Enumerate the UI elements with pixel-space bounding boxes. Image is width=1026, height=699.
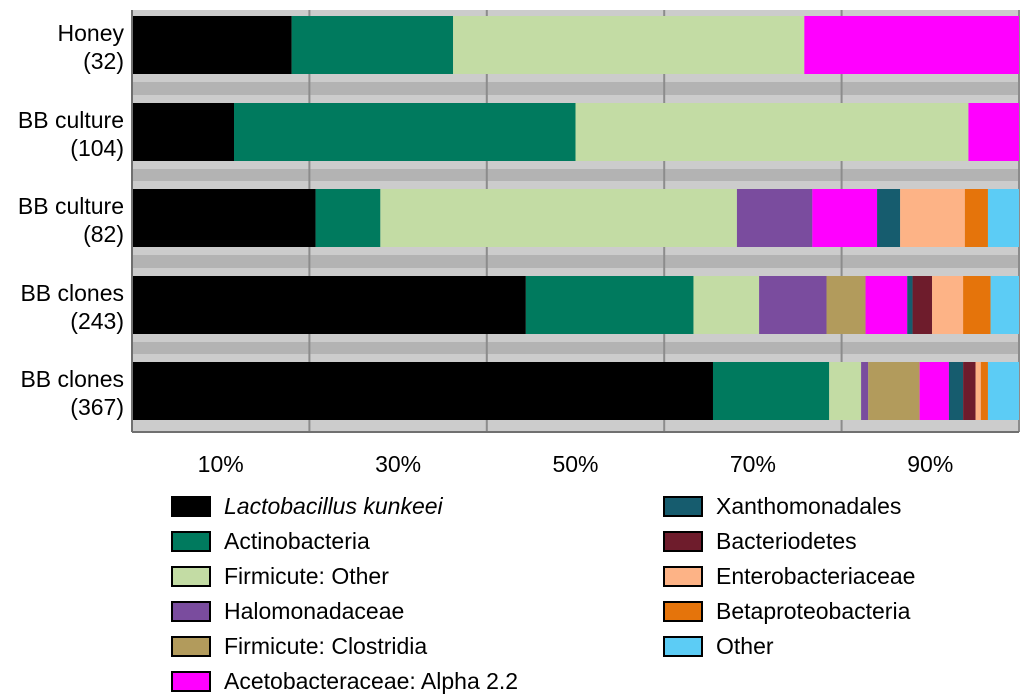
bar-segment [987, 362, 1019, 420]
bar-segment [964, 189, 988, 247]
row-separator-band [132, 169, 1019, 181]
row-separator-band [132, 342, 1019, 354]
x-tick-label: 30% [375, 451, 421, 477]
bar-segment [132, 276, 526, 334]
legend-swatch [171, 496, 211, 517]
bar-segment [865, 276, 908, 334]
bar-segment [932, 276, 964, 334]
row-separator-band [132, 82, 1019, 95]
legend-swatch [663, 636, 703, 657]
legend-swatch [663, 566, 703, 587]
legend-entry-label: Enterobacteriaceae [716, 563, 915, 589]
x-tick-label: 10% [198, 451, 244, 477]
legend-swatch [663, 496, 703, 517]
bar-segment [575, 103, 969, 161]
category-label: BB culture [18, 107, 124, 133]
category-count-label: (243) [70, 308, 124, 334]
bar-segment [380, 189, 737, 247]
bar-segment [132, 103, 235, 161]
legend-swatch [663, 601, 703, 622]
legend-swatch [171, 671, 211, 692]
bar-segment [987, 189, 1019, 247]
bar-segment [234, 103, 576, 161]
bar-segment [948, 362, 964, 420]
plot-area: Honey(32)BB culture(104)BB culture(82)BB… [18, 10, 1020, 477]
category-label: BB culture [18, 193, 124, 219]
category-label: BB clones [20, 366, 124, 392]
bar-segment [980, 362, 988, 420]
bar-segment [132, 189, 316, 247]
category-label: Honey [58, 20, 125, 46]
bar-segment [453, 16, 805, 74]
category-label: BB clones [20, 280, 124, 306]
legend-entry-label: Xanthomonadales [716, 493, 901, 519]
bar-segment [968, 103, 1019, 161]
bar-segment [736, 189, 813, 247]
legend-swatch [171, 531, 211, 552]
bar-segment [975, 362, 981, 420]
row-separator-band [132, 255, 1019, 268]
bar-segment [804, 16, 1019, 74]
bar-segment [315, 189, 381, 247]
category-count-label: (367) [70, 394, 124, 420]
legend-entry-label: Acetobacteraceae: Alpha 2.2 [224, 668, 518, 694]
bar-segment [693, 276, 760, 334]
legend-entry-label: Other [716, 633, 774, 659]
bar-segment [829, 362, 862, 420]
legend-swatch [171, 601, 211, 622]
legend-swatch [663, 531, 703, 552]
legend-entry-label: Bacteriodetes [716, 528, 857, 554]
bar-segment [912, 276, 933, 334]
bar-segment [868, 362, 920, 420]
bar-segment [919, 362, 949, 420]
x-tick-label: 50% [552, 451, 598, 477]
bar-segment [291, 16, 454, 74]
bar-segment [990, 276, 1019, 334]
bar-segment [712, 362, 830, 420]
bar-segment [877, 189, 901, 247]
legend-entry-label: Firmicute: Clostridia [224, 633, 427, 659]
bar-segment [907, 276, 913, 334]
legend: Lactobacillus kunkeei Actinobacteria Firmi… [171, 493, 915, 694]
legend-entry-label: Halomonadaceae [224, 598, 404, 624]
legend-entry-label: Actinobacteria [224, 528, 370, 554]
bar-segment [525, 276, 694, 334]
legend-entry-label: Firmicute: Other [224, 563, 389, 589]
category-count-label: (32) [83, 48, 124, 74]
bar-segment [861, 362, 869, 420]
bar-segment [132, 362, 713, 420]
bar-segment [900, 189, 965, 247]
legend-entry-label: Betaproteobacteria [716, 598, 911, 624]
legend-entry-label: Lactobacillus kunkeei [224, 493, 444, 519]
x-tick-label: 90% [907, 451, 953, 477]
bar-segment [963, 276, 991, 334]
legend-swatch [171, 566, 211, 587]
bar-segment [963, 362, 976, 420]
bar-segment [826, 276, 866, 334]
bar-segment [759, 276, 827, 334]
category-count-label: (104) [70, 135, 124, 161]
legend-swatch [171, 636, 211, 657]
x-tick-label: 70% [730, 451, 776, 477]
category-count-label: (82) [83, 221, 124, 247]
bar-segment [812, 189, 878, 247]
bar-segment [132, 16, 292, 74]
